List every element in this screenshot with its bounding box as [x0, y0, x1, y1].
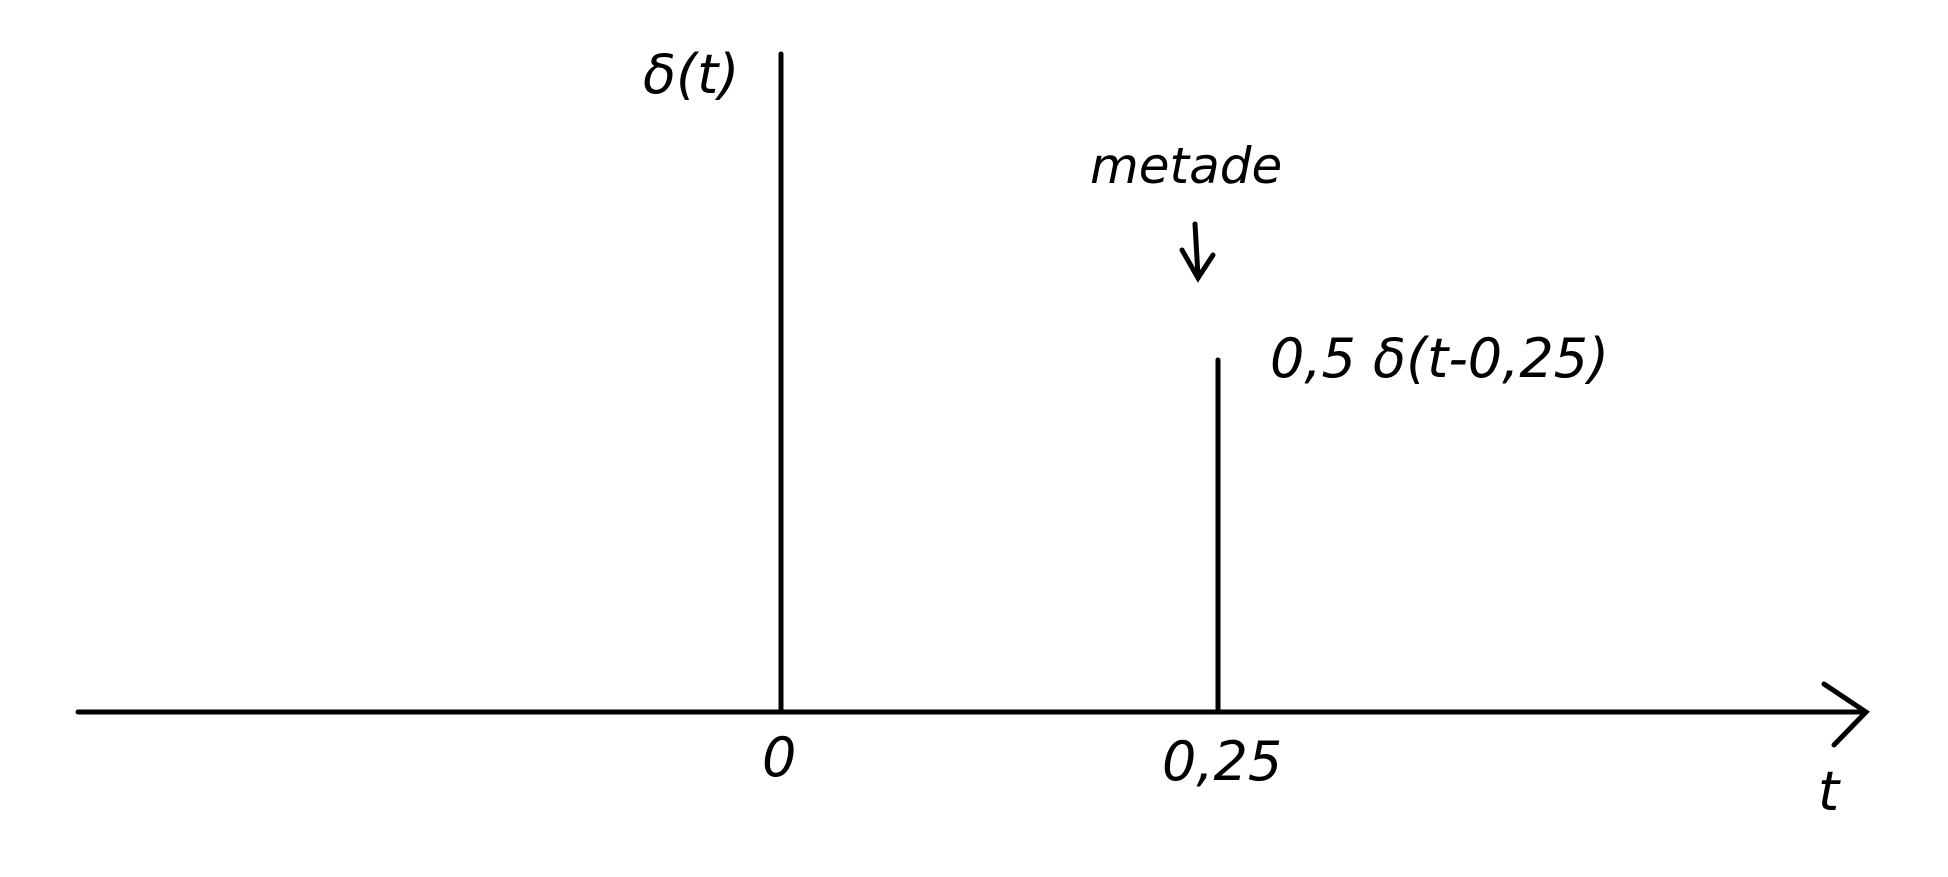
time-axis-label: t — [1818, 760, 1841, 823]
annotation-arrow-shaft — [1192, 221, 1201, 279]
time-axis-arrowhead — [1821, 681, 1870, 748]
annotation-arrow-head — [1179, 247, 1216, 283]
tick-label-quarter: 0,25 — [1162, 730, 1282, 793]
impulse-main-label: δ(t) — [643, 43, 739, 106]
impulse-scaled-label: 0,5 δ(t-0,25) — [1270, 327, 1609, 390]
time-axis — [75, 681, 1870, 748]
annotation-label: metade — [1090, 137, 1282, 195]
annotation-arrow — [1179, 221, 1216, 283]
tick-label-zero: 0 — [762, 726, 796, 789]
